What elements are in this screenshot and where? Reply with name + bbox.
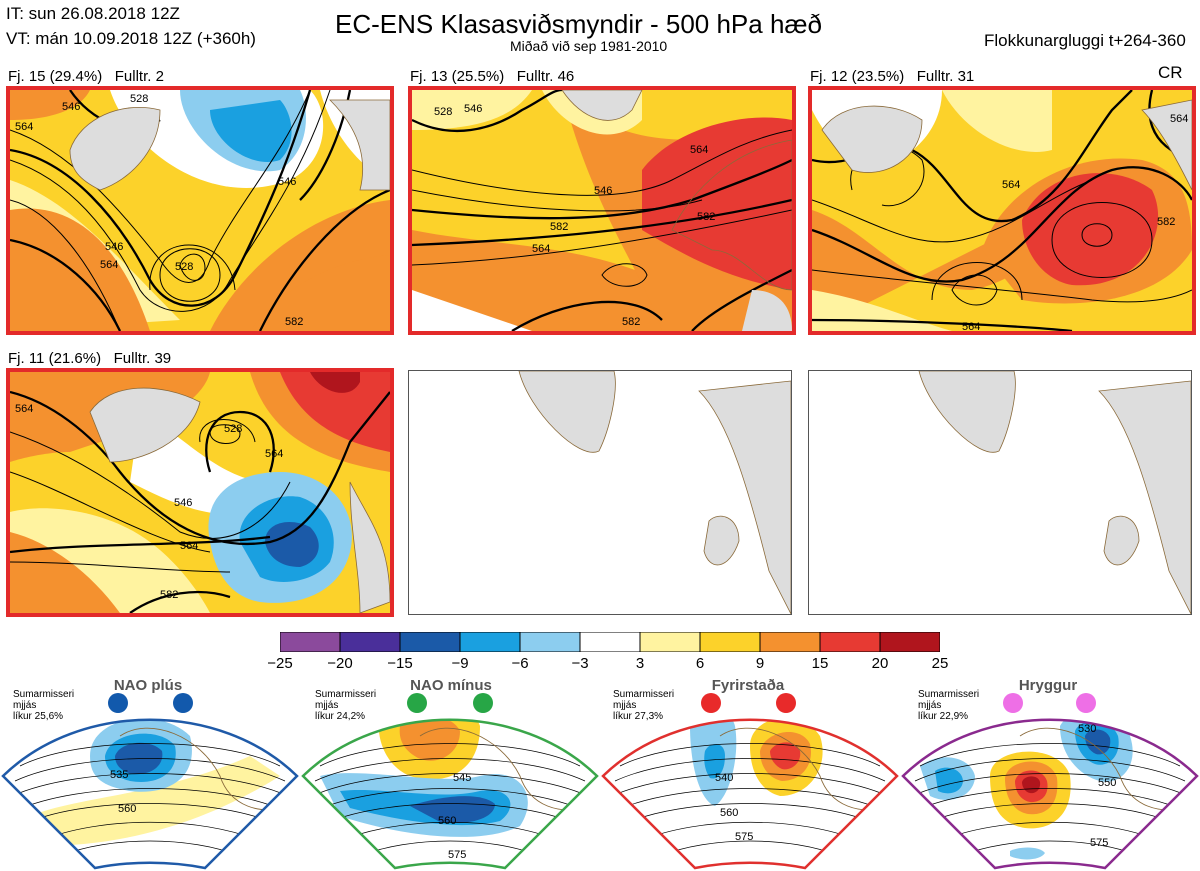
regime-2-dot-right (473, 693, 493, 713)
colorbar-tick-label: 9 (755, 655, 765, 672)
svg-text:550: 550 (1098, 777, 1116, 789)
regime-3-dot-left (701, 693, 721, 713)
svg-text:528: 528 (130, 93, 148, 105)
regime-3-dot-right (776, 693, 796, 713)
svg-text:546: 546 (174, 497, 192, 509)
svg-text:564: 564 (15, 403, 33, 415)
colorbar-bin (339, 631, 401, 653)
svg-text:564: 564 (265, 448, 283, 460)
svg-text:564: 564 (690, 144, 708, 156)
colorbar-tick-label: 6 (695, 655, 705, 672)
colorbar-tick-label: 15 (811, 655, 829, 672)
svg-text:564: 564 (532, 243, 550, 255)
regime-map-nao-minus: 545 560 575 (300, 696, 600, 871)
valid-time: VT: mán 10.09.2018 12Z (+360h) (6, 29, 256, 48)
svg-text:582: 582 (622, 316, 640, 328)
regime-2-dot-left (407, 693, 427, 713)
cluster-map-4: 528 546 564 564 564 582 (6, 368, 394, 617)
svg-text:582: 582 (285, 316, 303, 328)
regime-3-note: Sumarmisseri mjjás líkur 27,3% (613, 689, 675, 722)
regime-map-blocking: 540 560 575 (600, 696, 900, 871)
svg-text:560: 560 (720, 807, 738, 819)
colorbar-bin (519, 631, 581, 653)
regime-4-dot-left (1003, 693, 1023, 713)
svg-text:575: 575 (1090, 837, 1108, 849)
colorbar-tick-label: −3 (571, 655, 589, 672)
svg-text:560: 560 (118, 803, 136, 815)
colorbar-tick-label: −20 (327, 655, 353, 672)
colorbar-bin (819, 631, 881, 653)
page-title: EC-ENS Klasasviðsmyndir - 500 hPa hæð (335, 9, 822, 39)
initial-time: IT: sun 26.08.2018 12Z (6, 4, 180, 23)
panel-2-label: Fj. 13 (25.5%) Fulltr. 46 (410, 68, 575, 85)
svg-text:546: 546 (62, 101, 80, 113)
regime-4-title: Hryggur (1018, 677, 1078, 694)
svg-text:546: 546 (594, 185, 612, 197)
colorbar-tick-label: 20 (871, 655, 889, 672)
svg-text:535: 535 (110, 769, 128, 781)
regime-4-note: Sumarmisseri mjjás líkur 22,9% (918, 689, 980, 722)
cluster-map-2: 528 546 582 546 564 582 564 582 (408, 86, 796, 335)
empty-map-5 (408, 370, 792, 615)
colorbar-bin (279, 631, 341, 653)
svg-text:530: 530 (1078, 723, 1096, 735)
svg-text:546: 546 (105, 241, 123, 253)
colorbar-bin (459, 631, 521, 653)
panel-1-label: Fj. 15 (29.4%) Fulltr. 2 (8, 68, 164, 85)
svg-text:545: 545 (453, 772, 471, 784)
colorbar-bin (699, 631, 761, 653)
regime-4-dot-right (1076, 693, 1096, 713)
svg-text:546: 546 (278, 176, 296, 188)
regime-3-title: Fyrirstaða (711, 677, 785, 694)
colorbar-tick-label: −25 (267, 655, 293, 672)
svg-text:564: 564 (15, 121, 33, 133)
cluster-map-1: 528 546 564 546 564 528 546 582 (6, 86, 394, 335)
regime-1-note: Sumarmisseri mjjás líkur 25,6% (13, 689, 75, 722)
colorbar-bin (399, 631, 461, 653)
svg-text:528: 528 (224, 423, 242, 435)
regime-1-dot-left (108, 693, 128, 713)
empty-map-6 (808, 370, 1192, 615)
svg-text:546: 546 (464, 103, 482, 115)
colorbar-bin (759, 631, 821, 653)
regime-map-nao-plus: 535 560 (0, 696, 300, 871)
svg-text:564: 564 (1170, 113, 1188, 125)
colorbar-tick-label: 3 (635, 655, 645, 672)
svg-text:528: 528 (434, 106, 452, 118)
regime-1-title: NAO plús (113, 677, 183, 694)
page-subtitle: Miðað við sep 1981-2010 (510, 38, 668, 54)
regime-1-dot-right (173, 693, 193, 713)
colorbar-tick-label: −9 (451, 655, 469, 672)
cluster-map-3: 564 564 582 564 (808, 86, 1196, 335)
cr-label: CR (1158, 63, 1183, 82)
colorbar-bin (579, 631, 641, 653)
svg-text:575: 575 (735, 831, 753, 843)
svg-text:582: 582 (550, 221, 568, 233)
svg-text:560: 560 (438, 815, 456, 827)
colorbar-tick-label: −6 (511, 655, 529, 672)
svg-text:528: 528 (175, 261, 193, 273)
svg-text:582: 582 (160, 589, 178, 601)
colorbar-bin (879, 631, 941, 653)
svg-text:582: 582 (697, 211, 715, 223)
svg-text:564: 564 (180, 540, 198, 552)
svg-text:540: 540 (715, 772, 733, 784)
svg-text:582: 582 (1157, 216, 1175, 228)
colorbar-tick-label: −15 (387, 655, 413, 672)
svg-text:564: 564 (962, 321, 980, 331)
panel-3-label: Fj. 12 (23.5%) Fulltr. 31 (810, 68, 975, 85)
regime-2-note: Sumarmisseri mjjás líkur 24,2% (315, 689, 377, 722)
colorbar (279, 631, 941, 653)
svg-text:564: 564 (100, 259, 118, 271)
classification-window: Flokkunargluggi t+264-360 (984, 31, 1186, 50)
panel-4-label: Fj. 11 (21.6%) Fulltr. 39 (8, 350, 172, 367)
regime-2-title: NAO mínus (410, 677, 492, 694)
colorbar-bin (639, 631, 701, 653)
svg-text:575: 575 (448, 849, 466, 861)
svg-text:564: 564 (1002, 179, 1020, 191)
regime-map-ridge: 530 550 575 (900, 696, 1200, 871)
colorbar-tick-label: 25 (931, 655, 949, 672)
